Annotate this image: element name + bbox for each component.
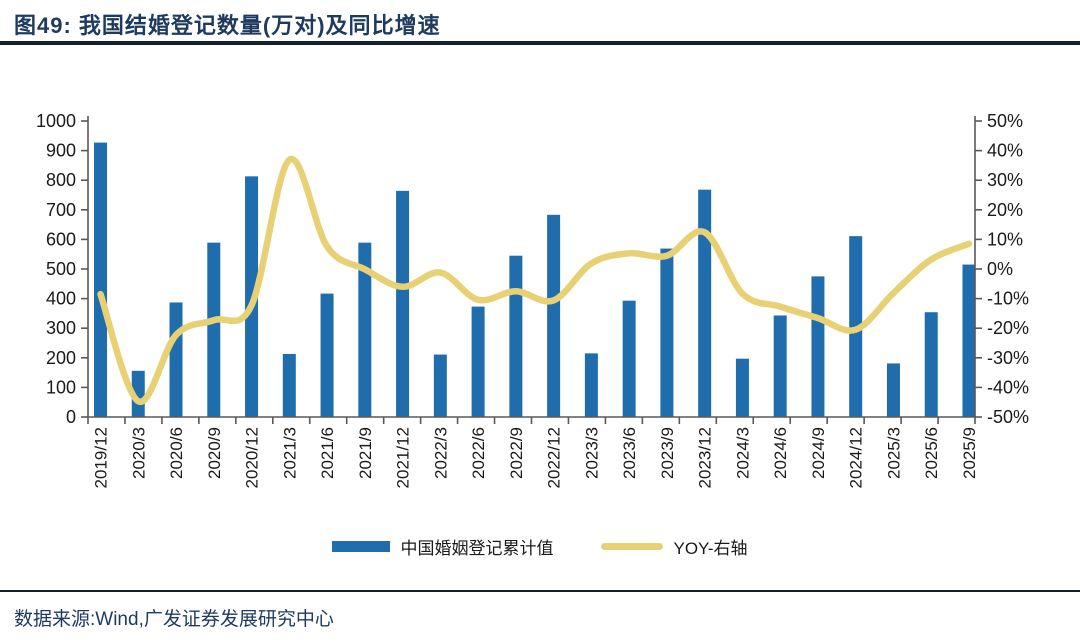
y-left-tick-label: 400 xyxy=(46,289,76,309)
y-left-tick-label: 500 xyxy=(46,259,76,279)
x-axis-label: 2022/9 xyxy=(507,427,526,479)
x-axis-label: 2024/3 xyxy=(733,427,752,479)
x-axis-label: 2022/6 xyxy=(469,427,488,479)
combo-chart: 0 100 200 300 400 500 600 700 800 900 1000 -50% -40%… xyxy=(36,111,1029,488)
bar xyxy=(94,142,107,417)
y-left-tick-label: 300 xyxy=(46,318,76,338)
x-axis-label: 2020/12 xyxy=(243,427,262,488)
bar xyxy=(471,306,485,417)
bar xyxy=(735,358,749,417)
data-source: 数据来源:Wind,广发证券发展研究中心 xyxy=(14,609,334,630)
x-axis-label: 2023/9 xyxy=(658,427,677,479)
bar xyxy=(886,363,900,417)
bar xyxy=(207,242,221,417)
x-axis-label: 2025/9 xyxy=(960,427,979,479)
figure-title: 图49: 我国结婚登记数量(万对)及同比增速 xyxy=(14,13,441,38)
bar xyxy=(320,293,334,417)
bar xyxy=(698,189,712,417)
y-right-tick-label: -20% xyxy=(987,318,1029,338)
bar xyxy=(547,214,561,417)
x-axis-label: 2020/3 xyxy=(129,427,148,479)
y-right-tick-label: -40% xyxy=(987,377,1029,397)
y-right-tick-label: 40% xyxy=(987,141,1023,161)
x-axis-label: 2020/6 xyxy=(167,427,186,479)
y-right-tick-label: 10% xyxy=(987,229,1023,249)
bar-series-label: 中国婚姻登记累计值 xyxy=(400,539,554,558)
x-axis-label: 2021/6 xyxy=(318,427,337,479)
legend-item-line-series: YOY-右轴 xyxy=(601,534,748,559)
bar-series-swatch xyxy=(332,541,391,552)
footer-divider xyxy=(0,590,1080,592)
bar xyxy=(811,276,825,417)
x-axis-label: 2023/12 xyxy=(696,427,715,488)
bar xyxy=(169,302,183,417)
y-right-tick-label: 0% xyxy=(987,259,1013,279)
bar xyxy=(924,312,938,417)
y-right-tick-label: 20% xyxy=(987,200,1023,220)
legend-item-bar-series: 中国婚姻登记累计值 xyxy=(332,534,553,559)
x-axis-label: 2024/9 xyxy=(809,427,828,479)
line-series-label: YOY-右轴 xyxy=(673,539,748,558)
x-axis-label: 2020/9 xyxy=(205,427,224,479)
x-axis-label: 2024/12 xyxy=(847,427,866,488)
bar xyxy=(773,315,787,417)
x-axis-label: 2025/3 xyxy=(884,427,903,479)
y-right-tick-label: -30% xyxy=(987,348,1029,368)
x-axis-label: 2023/6 xyxy=(620,427,639,479)
y-left-tick-label: 600 xyxy=(46,229,76,249)
x-axis-label: 2021/12 xyxy=(394,427,413,488)
x-axis-label: 2022/12 xyxy=(545,427,564,488)
bar xyxy=(962,264,976,417)
y-left-tick-label: 200 xyxy=(46,348,76,368)
title-divider xyxy=(0,41,1080,45)
chart-legend: 中国婚姻登记累计值 YOY-右轴 xyxy=(0,534,1080,559)
bar xyxy=(622,300,636,417)
x-axis-label: 2019/12 xyxy=(92,427,111,488)
y-right-tick-label: 30% xyxy=(987,170,1023,190)
bar xyxy=(358,242,372,417)
y-right-tick-label: 50% xyxy=(987,111,1023,131)
y-left-tick-label: 800 xyxy=(46,170,76,190)
bar xyxy=(131,370,145,417)
y-left-tick-label: 0 xyxy=(66,407,76,427)
y-left-tick-label: 700 xyxy=(46,200,76,220)
bar xyxy=(433,354,447,417)
x-axis-label: 2021/9 xyxy=(356,427,375,479)
y-left-tick-label: 100 xyxy=(46,377,76,397)
bar xyxy=(282,353,296,417)
y-right-tick-label: -50% xyxy=(987,407,1029,427)
x-axis-label: 2024/6 xyxy=(771,427,790,479)
yoy-line xyxy=(97,155,973,405)
bar xyxy=(396,190,410,417)
y-left-tick-label: 900 xyxy=(46,141,76,161)
y-left-tick-label: 1000 xyxy=(36,111,76,131)
x-axis-label: 2023/3 xyxy=(582,427,601,479)
bar xyxy=(584,353,598,417)
x-axis-label: 2021/3 xyxy=(280,427,299,479)
line-series-swatch xyxy=(601,543,664,550)
x-axis-label: 2022/3 xyxy=(431,427,450,479)
y-right-tick-label: -10% xyxy=(987,289,1029,309)
bar xyxy=(509,255,523,417)
bar xyxy=(660,248,674,417)
x-axis-label: 2025/6 xyxy=(922,427,941,479)
